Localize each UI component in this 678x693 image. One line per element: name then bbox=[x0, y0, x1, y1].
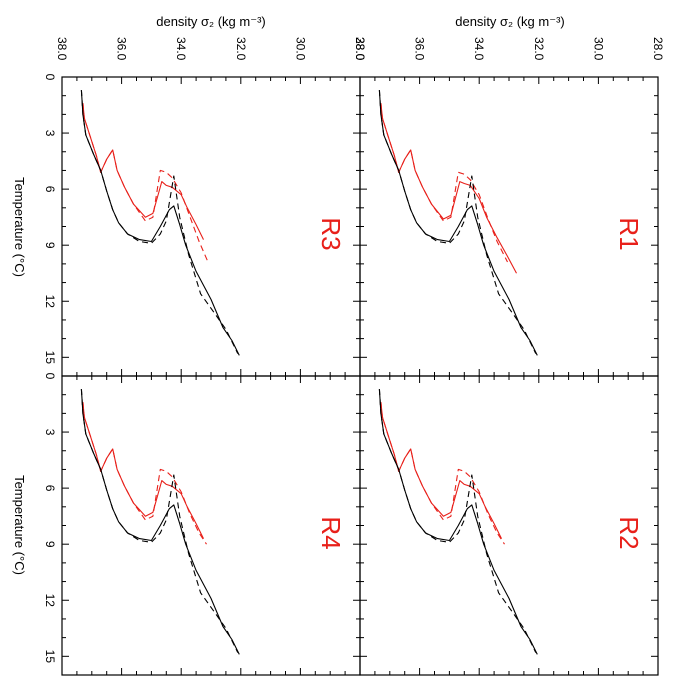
y-tick-label: 15 bbox=[43, 650, 57, 664]
x-tick-label: 32.0 bbox=[532, 37, 546, 61]
plot-frame bbox=[61, 76, 361, 377]
plot-frame bbox=[61, 375, 361, 676]
y-tick-label: 12 bbox=[43, 594, 57, 608]
series-line-red-dashed bbox=[380, 103, 508, 263]
y-tick-label: 0 bbox=[43, 74, 57, 81]
y-tick-label: 9 bbox=[43, 541, 57, 548]
y-tick-label: 9 bbox=[43, 242, 57, 249]
x-tick-label: 38.0 bbox=[55, 37, 69, 61]
series-line-black-solid bbox=[80, 90, 240, 356]
x-tick-label: 36.0 bbox=[115, 37, 129, 61]
series-line-black-solid bbox=[378, 389, 538, 655]
y-axis-label-bottom: Temperature (°C) bbox=[12, 475, 27, 575]
panel-label: R3 bbox=[316, 217, 346, 250]
series-line-red-solid bbox=[380, 103, 517, 274]
chart-panel-r4: 0 3 6 9 12 15 R4 bbox=[43, 373, 361, 676]
chart-panel-r1: 38.0 36.0 34.0 32.0 30.0 28.0 R1 bbox=[353, 37, 665, 377]
panel-label: R1 bbox=[614, 217, 644, 250]
x-tick-label: 30.0 bbox=[293, 37, 307, 61]
series-line-red-dashed bbox=[380, 402, 505, 545]
series-line-black-solid bbox=[378, 90, 538, 356]
x-axis-label-left: density σ₂ (kg m⁻³) bbox=[156, 14, 266, 29]
chart-panel-r3: 38.0 36.0 34.0 32.0 30.0 28.0 0 3 6 9 12 15 R3 bbox=[43, 37, 367, 377]
x-tick-label: 36.0 bbox=[413, 37, 427, 61]
series-line-black-dashed bbox=[80, 90, 239, 354]
series-line-black-solid bbox=[80, 389, 240, 655]
y-tick-label: 12 bbox=[43, 295, 57, 309]
x-tick-label: 32.0 bbox=[234, 37, 248, 61]
panel-label: R2 bbox=[614, 516, 644, 549]
plot-frame bbox=[359, 76, 659, 377]
x-tick-label: 28.0 bbox=[353, 37, 367, 61]
series-line-red-dashed bbox=[82, 402, 207, 545]
y-tick-label: 0 bbox=[43, 373, 57, 380]
x-tick-label: 38.0 bbox=[353, 37, 367, 61]
series-line-black-dashed bbox=[378, 90, 537, 354]
x-tick-label: 30.0 bbox=[591, 37, 605, 61]
panel-label: R4 bbox=[316, 516, 346, 549]
series-line-black-dashed bbox=[80, 389, 239, 653]
x-tick-label: 34.0 bbox=[472, 37, 486, 61]
x-tick-label: 34.0 bbox=[174, 37, 188, 61]
y-tick-label: 3 bbox=[43, 130, 57, 137]
y-tick-label: 3 bbox=[43, 429, 57, 436]
x-tick-label: 28.0 bbox=[651, 37, 665, 61]
y-tick-label: 6 bbox=[43, 485, 57, 492]
x-axis-label-right: density σ₂ (kg m⁻³) bbox=[455, 14, 565, 29]
y-axis-label-top: Temperature (°C) bbox=[12, 177, 27, 277]
series-line-red-dashed bbox=[82, 103, 209, 263]
y-tick-label: 15 bbox=[43, 351, 57, 365]
plot-frame bbox=[359, 375, 659, 676]
series-line-black-dashed bbox=[378, 389, 537, 653]
y-tick-label: 6 bbox=[43, 186, 57, 193]
chart-panel-r2: R2 bbox=[359, 375, 659, 676]
